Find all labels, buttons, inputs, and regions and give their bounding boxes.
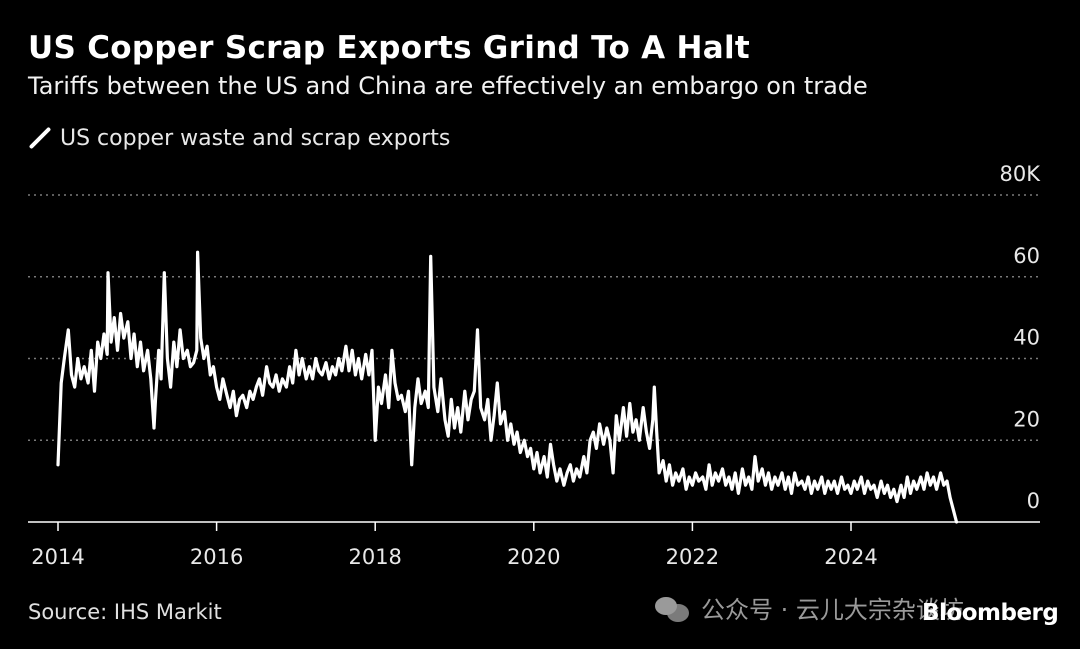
legend: US copper waste and scrap exports	[28, 123, 450, 153]
x-tick-label: 2022	[666, 545, 719, 569]
y-tick-label: 20	[1013, 407, 1040, 431]
wechat-icon	[655, 593, 691, 623]
x-tick-label: 2024	[824, 545, 877, 569]
watermark-text: 公众号 · 云儿大宗杂谈坊	[701, 596, 964, 624]
y-tick-label: 0	[1027, 489, 1040, 513]
watermark: 公众号 · 云儿大宗杂谈坊	[655, 590, 964, 625]
source-note: Source: IHS Markit	[28, 600, 222, 624]
series-line-copper-scrap-exports	[56, 250, 959, 524]
x-tick-label: 2014	[31, 545, 84, 569]
x-tick-label: 2016	[190, 545, 243, 569]
bloomberg-logo: Bloomberg	[922, 600, 1059, 626]
chart-subtitle: Tariffs between the US and China are eff…	[28, 72, 868, 100]
x-tick-label: 2020	[507, 545, 560, 569]
chart-title: US Copper Scrap Exports Grind To A Halt	[28, 30, 751, 66]
y-tick-label: 60	[1013, 244, 1040, 268]
y-tick-label: 80K	[1000, 162, 1042, 186]
y-tick-label: 40	[1013, 326, 1040, 350]
x-tick-label: 2018	[348, 545, 401, 569]
legend-label: US copper waste and scrap exports	[60, 125, 451, 151]
